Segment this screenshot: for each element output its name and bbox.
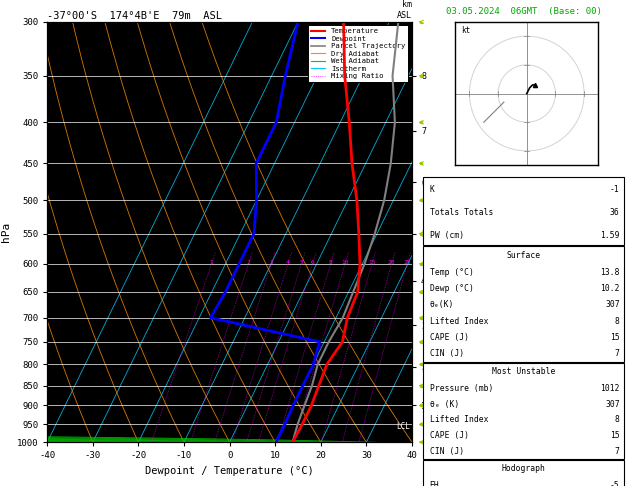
Text: 15: 15 (610, 431, 620, 440)
Text: Hodograph: Hodograph (502, 465, 545, 473)
Text: Surface: Surface (506, 251, 541, 260)
Bar (423, 363, 624, 459)
Text: 4: 4 (286, 260, 290, 264)
Text: θₑ (K): θₑ (K) (430, 399, 459, 409)
Text: 10: 10 (341, 260, 348, 264)
Text: 3: 3 (269, 260, 273, 264)
Text: 1.59: 1.59 (600, 231, 620, 240)
Text: 20: 20 (387, 260, 395, 264)
Text: 2: 2 (247, 260, 250, 264)
Text: 8: 8 (615, 317, 620, 326)
Text: CAPE (J): CAPE (J) (430, 431, 469, 440)
Text: 15: 15 (368, 260, 376, 264)
Text: Dewp (°C): Dewp (°C) (430, 284, 474, 293)
Text: CAPE (J): CAPE (J) (430, 333, 469, 342)
Text: CIN (J): CIN (J) (430, 349, 464, 358)
Text: LCL: LCL (396, 422, 409, 431)
Bar (423, 246, 624, 362)
Text: 10.2: 10.2 (600, 284, 620, 293)
Text: kt: kt (461, 26, 470, 35)
Text: 1012: 1012 (600, 384, 620, 393)
Text: km
ASL: km ASL (397, 0, 412, 20)
X-axis label: Dewpoint / Temperature (°C): Dewpoint / Temperature (°C) (145, 466, 314, 476)
Bar (423, 177, 624, 245)
Text: -1: -1 (610, 185, 620, 194)
Text: 03.05.2024  06GMT  (Base: 00): 03.05.2024 06GMT (Base: 00) (446, 7, 601, 17)
Bar (423, 460, 624, 486)
Text: Pressure (mb): Pressure (mb) (430, 384, 493, 393)
Text: 7: 7 (615, 349, 620, 358)
Text: 13.8: 13.8 (600, 268, 620, 277)
Text: Lifted Index: Lifted Index (430, 416, 488, 424)
Text: Lifted Index: Lifted Index (430, 317, 488, 326)
Text: 307: 307 (605, 300, 620, 309)
Text: 307: 307 (605, 399, 620, 409)
Y-axis label: hPa: hPa (1, 222, 11, 242)
Legend: Temperature, Dewpoint, Parcel Trajectory, Dry Adiabat, Wet Adiabat, Isotherm, Mi: Temperature, Dewpoint, Parcel Trajectory… (308, 25, 408, 82)
Text: 8: 8 (328, 260, 332, 264)
Text: Most Unstable: Most Unstable (492, 367, 555, 376)
Text: 7: 7 (615, 447, 620, 456)
Text: θₑ(K): θₑ(K) (430, 300, 454, 309)
Text: EH: EH (430, 481, 440, 486)
Text: Temp (°C): Temp (°C) (430, 268, 474, 277)
Text: 36: 36 (610, 208, 620, 217)
Text: 6: 6 (311, 260, 314, 264)
Y-axis label: Mixing Ratio (g/kg): Mixing Ratio (g/kg) (429, 185, 438, 279)
Text: -5: -5 (610, 481, 620, 486)
Text: CIN (J): CIN (J) (430, 447, 464, 456)
Text: 1: 1 (209, 260, 213, 264)
Text: 25: 25 (403, 260, 411, 264)
Text: Totals Totals: Totals Totals (430, 208, 493, 217)
Text: 15: 15 (610, 333, 620, 342)
Text: 5: 5 (299, 260, 303, 264)
Text: K: K (430, 185, 435, 194)
Text: -37°00'S  174°4B'E  79m  ASL: -37°00'S 174°4B'E 79m ASL (47, 11, 222, 21)
Text: PW (cm): PW (cm) (430, 231, 464, 240)
Text: 8: 8 (615, 416, 620, 424)
